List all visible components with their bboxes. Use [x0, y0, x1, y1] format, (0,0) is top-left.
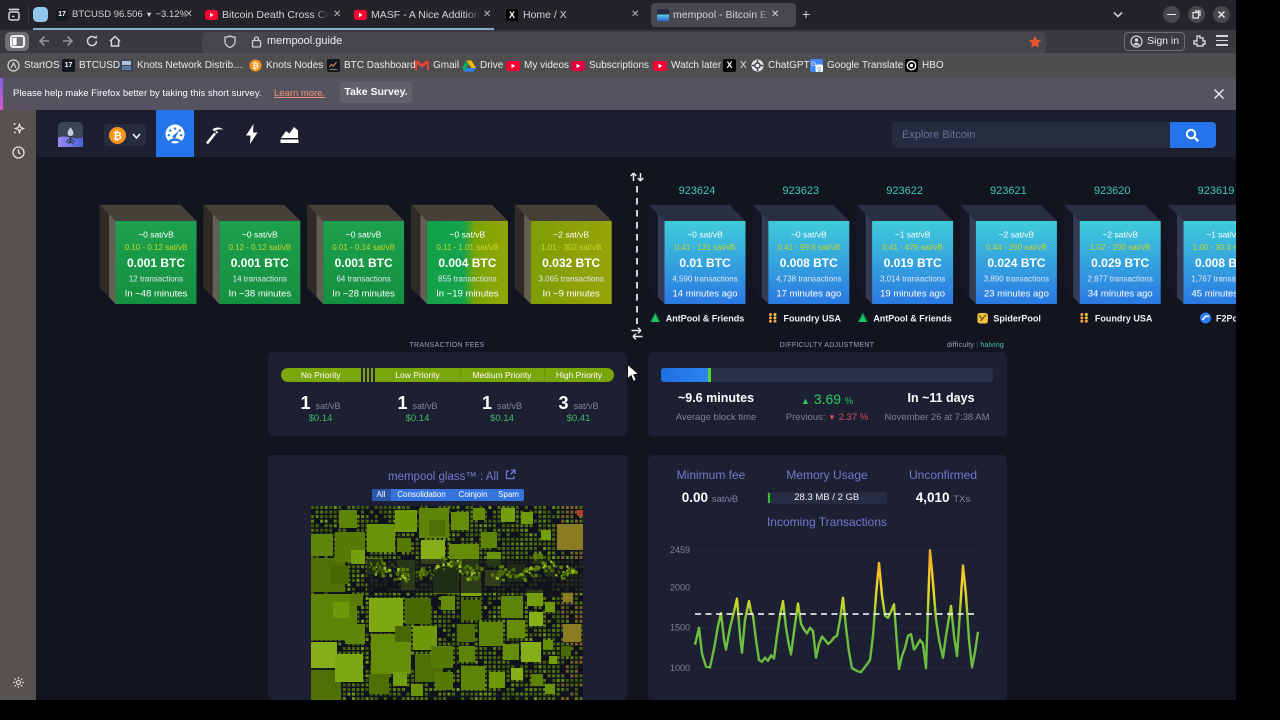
svg-text:0.004 BTC: 0.004 BTC: [438, 256, 496, 270]
svg-text:~0 sat/vB: ~0 sat/vB: [242, 230, 278, 240]
svg-text:~2 sat/vB: ~2 sat/vB: [999, 230, 1035, 240]
svg-text:Foundry USA: Foundry USA: [1095, 314, 1153, 324]
svg-text:3,014 transactions: 3,014 transactions: [880, 275, 945, 284]
svg-text:~2 sat/vB: ~2 sat/vB: [553, 230, 589, 240]
svg-text:23 minutes ago: 23 minutes ago: [984, 289, 1049, 300]
svg-text:0.01 BTC: 0.01 BTC: [679, 256, 731, 270]
svg-text:1,767 transactions: 1,767 transactions: [1191, 275, 1236, 284]
svg-text:1500: 1500: [670, 623, 690, 633]
svg-text:0.001 BTC: 0.001 BTC: [127, 256, 185, 270]
svg-text:0.032 BTC: 0.032 BTC: [542, 256, 600, 270]
svg-text:0.001 BTC: 0.001 BTC: [335, 256, 393, 270]
svg-text:3,065 transactions: 3,065 transactions: [539, 275, 604, 284]
svg-text:~0 sat/vB: ~0 sat/vB: [138, 230, 174, 240]
svg-text:12 transactions: 12 transactions: [129, 275, 183, 284]
svg-text:~1 sat/vB: ~1 sat/vB: [895, 230, 931, 240]
svg-text:SpiderPool: SpiderPool: [993, 314, 1041, 324]
svg-text:~0 sat/vB: ~0 sat/vB: [346, 230, 382, 240]
svg-text:0.01 - 0.14 sat/vB: 0.01 - 0.14 sat/vB: [332, 243, 395, 252]
svg-text:0.11 - 1.01 sat/vB: 0.11 - 1.01 sat/vB: [436, 243, 498, 252]
svg-text:AntPool & Friends: AntPool & Friends: [873, 314, 952, 324]
svg-text:0.019 BTC: 0.019 BTC: [884, 256, 942, 270]
svg-text:₿: ₿: [113, 130, 122, 142]
svg-text:2000: 2000: [670, 582, 690, 592]
svg-text:923624: 923624: [679, 185, 716, 197]
svg-text:₿: ₿: [252, 62, 259, 71]
svg-text:AntPool & Friends: AntPool & Friends: [666, 314, 745, 324]
svg-text:0.029 BTC: 0.029 BTC: [1091, 256, 1149, 270]
svg-text:In ~38 minutes: In ~38 minutes: [229, 289, 292, 300]
svg-text:In ~28 minutes: In ~28 minutes: [332, 289, 395, 300]
svg-text:45 minutes ago: 45 minutes ago: [1192, 289, 1236, 300]
svg-text:~0 sat/vB: ~0 sat/vB: [791, 230, 827, 240]
svg-text:923621: 923621: [990, 185, 1027, 197]
svg-text:g: g: [818, 66, 821, 72]
svg-text:4,590 transactions: 4,590 transactions: [672, 275, 737, 284]
svg-text:855 transactions: 855 transactions: [438, 275, 497, 284]
svg-text:~2 sat/vB: ~2 sat/vB: [1102, 230, 1138, 240]
svg-text:1.01 - 302 sat/vB: 1.01 - 302 sat/vB: [541, 243, 601, 252]
svg-text:0.001 BTC: 0.001 BTC: [231, 256, 289, 270]
svg-text:G: G: [811, 61, 816, 68]
svg-text:14 minutes ago: 14 minutes ago: [673, 289, 738, 300]
svg-text:17 minutes ago: 17 minutes ago: [776, 289, 841, 300]
svg-text:In ~48 minutes: In ~48 minutes: [125, 289, 188, 300]
svg-text:In ~9 minutes: In ~9 minutes: [543, 289, 601, 300]
svg-text:1.02 - 200 sat/vB: 1.02 - 200 sat/vB: [1090, 243, 1150, 252]
svg-text:0.41 - 131 sat/vB: 0.41 - 131 sat/vB: [675, 243, 735, 252]
svg-text:14 transactions: 14 transactions: [233, 275, 287, 284]
svg-text:923620: 923620: [1094, 185, 1131, 197]
svg-text:34 minutes ago: 34 minutes ago: [1088, 289, 1153, 300]
svg-text:4,738 transactions: 4,738 transactions: [776, 275, 841, 284]
svg-text:0.024 BTC: 0.024 BTC: [987, 256, 1045, 270]
svg-text:~0 sat/vB: ~0 sat/vB: [687, 230, 723, 240]
svg-text:0.44 - 260 sat/vB: 0.44 - 260 sat/vB: [986, 243, 1046, 252]
svg-text:F2Pool: F2Pool: [1216, 314, 1236, 324]
svg-text:1.00 - 30.4 sat/vB: 1.00 - 30.4 sat/vB: [1193, 243, 1236, 252]
svg-text:0.12 - 0.12 sat/vB: 0.12 - 0.12 sat/vB: [228, 243, 291, 252]
svg-text:0.008 BTC: 0.008 BTC: [1195, 256, 1236, 270]
svg-text:0.10 - 0.12 sat/vB: 0.10 - 0.12 sat/vB: [125, 243, 188, 252]
svg-text:0.41 - 99.6 sat/vB: 0.41 - 99.6 sat/vB: [777, 243, 840, 252]
svg-text:923619: 923619: [1198, 185, 1235, 197]
svg-text:~0 sat/vB: ~0 sat/vB: [450, 230, 486, 240]
svg-text:2,877 transactions: 2,877 transactions: [1088, 275, 1153, 284]
svg-text:19 minutes ago: 19 minutes ago: [880, 289, 945, 300]
svg-text:~1 sat/vB: ~1 sat/vB: [1206, 230, 1236, 240]
svg-text:64 transactions: 64 transactions: [336, 275, 390, 284]
svg-text:1000: 1000: [670, 663, 690, 673]
svg-text:3,890 transactions: 3,890 transactions: [984, 275, 1049, 284]
svg-text:In ~19 minutes: In ~19 minutes: [436, 289, 499, 300]
svg-text:Foundry USA: Foundry USA: [783, 314, 841, 324]
svg-text:0.41 - 476 sat/vB: 0.41 - 476 sat/vB: [882, 243, 942, 252]
svg-text:923623: 923623: [782, 185, 819, 197]
svg-text:2459: 2459: [670, 545, 690, 555]
svg-text:923622: 923622: [886, 185, 923, 197]
svg-text:0.008 BTC: 0.008 BTC: [780, 256, 838, 270]
